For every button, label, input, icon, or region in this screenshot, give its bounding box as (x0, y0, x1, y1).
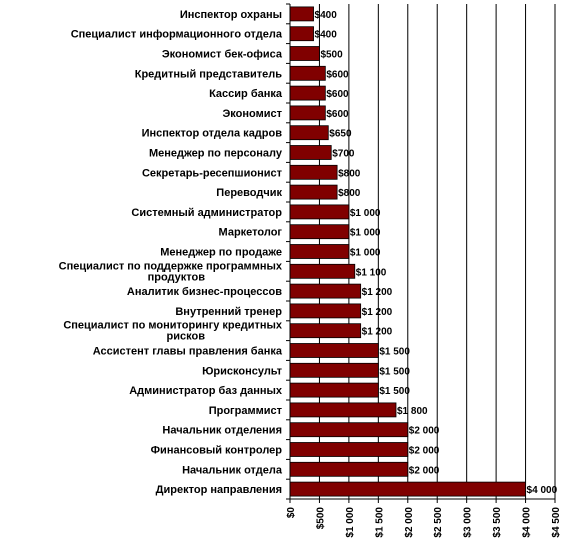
x-tick-label: $0 (286, 507, 297, 519)
bars (289, 6, 526, 497)
category-label: Экономист бек-офиса (162, 49, 283, 61)
value-label: $1 000 (350, 228, 381, 239)
bar (289, 46, 320, 61)
x-tick-labels: $0 $500 $1 000 $1 500 $2 000 $2 500 $3 000 $3 5… (286, 507, 562, 538)
category-label: Начальник отделения (162, 425, 282, 437)
bar (289, 224, 350, 240)
value-label: $2 000 (409, 446, 440, 457)
category-label: Специалист по мониторингу кредитных риско… (63, 320, 283, 343)
value-label: $4 000 (527, 485, 558, 496)
category-label: Секретарь-ресепшионист (142, 167, 283, 179)
category-label: Кассир банка (209, 88, 283, 100)
value-label: $1 800 (397, 406, 428, 417)
value-label: $1 500 (379, 347, 410, 358)
x-tick-label: $1 500 (374, 507, 385, 538)
value-label: $2 000 (409, 426, 440, 437)
value-label: $1 500 (379, 386, 410, 397)
value-label: $400 (315, 30, 338, 41)
bar (289, 481, 526, 497)
x-tick-label: $4 000 (522, 507, 533, 538)
bar (289, 323, 362, 339)
category-label: Менеджер по персоналу (149, 148, 283, 160)
value-label: $800 (338, 168, 361, 179)
category-label: Системный администратор (131, 207, 282, 219)
bar (289, 145, 332, 160)
bar (289, 422, 409, 438)
bar (289, 204, 350, 220)
bar (289, 402, 397, 418)
bar (289, 461, 409, 477)
x-tick-label: $2 000 (404, 507, 415, 538)
bar (289, 244, 350, 259)
axes (286, 3, 556, 503)
value-label: $600 (326, 109, 349, 120)
bar (289, 442, 409, 457)
category-label: Аналитик бизнес-процессов (127, 286, 282, 298)
x-tick-label: $2 500 (433, 507, 444, 538)
value-label: $2 000 (409, 465, 440, 476)
x-tick-label: $4 500 (551, 507, 562, 538)
value-label: $1 200 (362, 307, 393, 318)
bar (289, 65, 326, 81)
category-label: Программист (209, 405, 283, 417)
category-label: Администратор баз данных (129, 385, 283, 397)
value-labels: $400 $400 $500 $600 $600 $600 $650 $700 $800 $800… (315, 10, 558, 496)
bar (289, 263, 356, 279)
bar (289, 184, 338, 200)
category-label: Финансовый контролер (151, 445, 283, 457)
x-tick-label: $3 000 (463, 507, 474, 538)
category-label: Маркетолог (219, 227, 283, 239)
bar (289, 105, 326, 121)
category-label: Кредитный представитель (135, 68, 282, 80)
x-tick-label: $3 500 (492, 507, 503, 538)
bar (289, 303, 362, 319)
category-label: Инспектор охраны (180, 9, 282, 21)
value-label: $1 000 (350, 248, 381, 259)
category-label: Юрисконсульт (202, 365, 283, 377)
value-label: $400 (315, 10, 338, 21)
bar (289, 164, 338, 180)
x-tick-label: $1 000 (345, 507, 356, 538)
value-label: $1 200 (362, 327, 393, 338)
value-label: $1 500 (379, 366, 410, 377)
category-label: Директор направления (156, 484, 282, 496)
category-label: Переводчик (216, 187, 282, 199)
category-label: Экономист (222, 108, 282, 120)
category-label: Менеджер по продаже (160, 247, 282, 259)
category-label: Инспектор отдела кадров (142, 128, 283, 140)
value-label: $600 (326, 89, 349, 100)
value-label: $1 000 (350, 208, 381, 219)
category-label: Ассистент главы правления банка (93, 346, 283, 358)
bar (289, 26, 314, 42)
category-labels: Инспектор охраны Специалист информационно… (59, 9, 283, 496)
category-label: Начальник отдела (182, 464, 283, 476)
bar (289, 382, 379, 398)
bar (289, 343, 379, 358)
value-label: $500 (320, 50, 343, 61)
x-tick-label: $500 (315, 507, 326, 530)
category-label: Специалист по поддержке программных проду… (59, 260, 283, 283)
category-label: Специалист информационного отдела (71, 29, 283, 41)
bar (289, 362, 379, 378)
value-label: $700 (332, 149, 355, 160)
value-label: $1 100 (356, 267, 387, 278)
value-label: $600 (326, 69, 349, 80)
bar (289, 125, 329, 141)
category-label: Внутренний тренер (175, 306, 282, 318)
value-label: $650 (329, 129, 352, 140)
bar (289, 85, 326, 101)
bar (289, 6, 314, 22)
bar (289, 283, 362, 299)
value-label: $800 (338, 188, 361, 199)
value-label: $1 200 (362, 287, 393, 298)
